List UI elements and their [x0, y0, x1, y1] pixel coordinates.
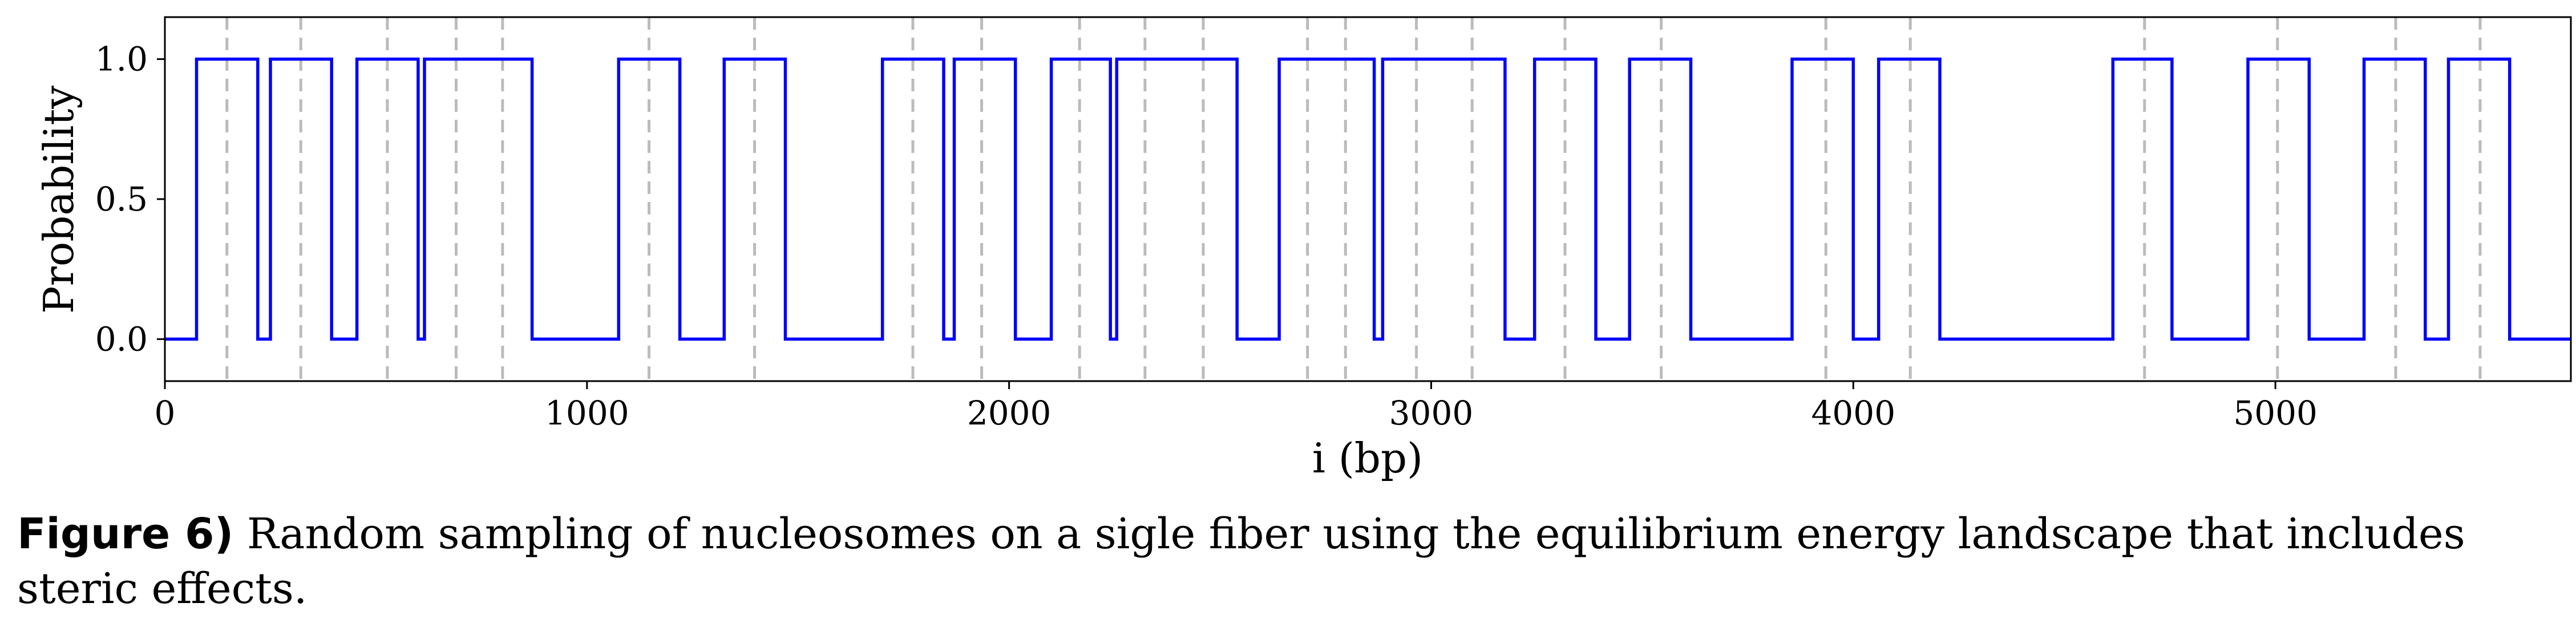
y-tick-label-2: 1.0	[95, 40, 148, 79]
x-tick-label-1000: 1000	[545, 394, 629, 432]
x-axis: 0 1000 2000 3000 4000 5000	[155, 381, 2318, 432]
data-series	[165, 57, 2571, 341]
x-tick-label-3000: 3000	[1389, 394, 1474, 432]
y-tick-label-1: 0.5	[95, 180, 148, 219]
figure-caption: Figure 6) Random sampling of nucleosomes…	[17, 507, 2550, 616]
plot-frame	[164, 16, 2572, 382]
y-axis: 0.0 0.5 1.0	[95, 40, 165, 358]
y-axis-title: Probability	[35, 86, 83, 314]
caption-label: Figure 6)	[17, 509, 234, 559]
x-tick-label-0: 0	[155, 394, 176, 432]
x-axis-title: i (bp)	[1312, 434, 1423, 482]
x-tick-label-2000: 2000	[967, 394, 1052, 432]
x-tick-label-5000: 5000	[2233, 394, 2318, 432]
y-tick-label-0: 0.0	[95, 319, 148, 358]
caption-text: Random sampling of nucleosomes on a sigl…	[17, 509, 2465, 613]
reference-lines	[225, 17, 2482, 381]
chart: 0 1000 2000 3000 4000 5000 0.0 0.5 1.0 i (bp) P…	[35, 16, 2572, 482]
x-tick-label-4000: 4000	[1811, 394, 1895, 432]
series-line-0	[165, 57, 2571, 341]
